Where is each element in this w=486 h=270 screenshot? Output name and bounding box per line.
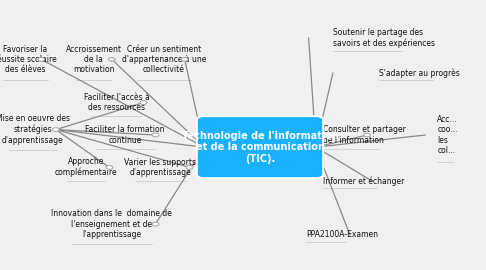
- Circle shape: [38, 58, 45, 61]
- Circle shape: [140, 101, 147, 104]
- Text: Technologie de l'information
et de la communication
(TIC).: Technologie de l'information et de la co…: [181, 131, 339, 164]
- Text: Faciliter l'accès à
des ressources: Faciliter l'accès à des ressources: [84, 93, 150, 112]
- Text: Informer et échanger: Informer et échanger: [323, 176, 404, 186]
- Circle shape: [108, 58, 115, 61]
- Text: Soutenir le partage des
savoirs et des expériences: Soutenir le partage des savoirs et des e…: [333, 28, 435, 48]
- Circle shape: [152, 222, 159, 226]
- Text: S'adapter au progrès: S'adapter au progrès: [379, 68, 460, 78]
- Text: Innovation dans le  domaine de
l'enseignement et de
l'apprentissage: Innovation dans le domaine de l'enseigne…: [52, 209, 172, 239]
- Text: Mise en oeuvre des
stratégies
d'apprentissage: Mise en oeuvre des stratégies d'apprenti…: [0, 114, 70, 145]
- Text: Favoriser la
réussite scolaire
des élèves: Favoriser la réussite scolaire des élève…: [0, 45, 57, 74]
- FancyBboxPatch shape: [197, 116, 323, 178]
- Text: Créer un sentiment
d'appartenance à une
collectivité: Créer un sentiment d'appartenance à une …: [122, 45, 206, 74]
- Circle shape: [106, 166, 113, 169]
- Circle shape: [364, 133, 370, 137]
- Text: Accroissement
de la
motivation: Accroissement de la motivation: [66, 45, 122, 74]
- Text: Faciliter la formation
continue: Faciliter la formation continue: [86, 125, 165, 145]
- Text: PPA2100A-Examen: PPA2100A-Examen: [306, 230, 378, 239]
- Text: Acc...
coo...
les
col...: Acc... coo... les col...: [437, 115, 458, 155]
- Circle shape: [152, 133, 159, 137]
- Text: Consulter et partager
de l'information: Consulter et partager de l'information: [323, 125, 406, 145]
- Circle shape: [181, 58, 188, 61]
- Text: Varier les supports
d'apprentissage: Varier les supports d'apprentissage: [124, 158, 196, 177]
- Circle shape: [52, 128, 59, 131]
- Circle shape: [186, 166, 193, 169]
- Text: Approche
complémentaire: Approche complémentaire: [55, 157, 118, 177]
